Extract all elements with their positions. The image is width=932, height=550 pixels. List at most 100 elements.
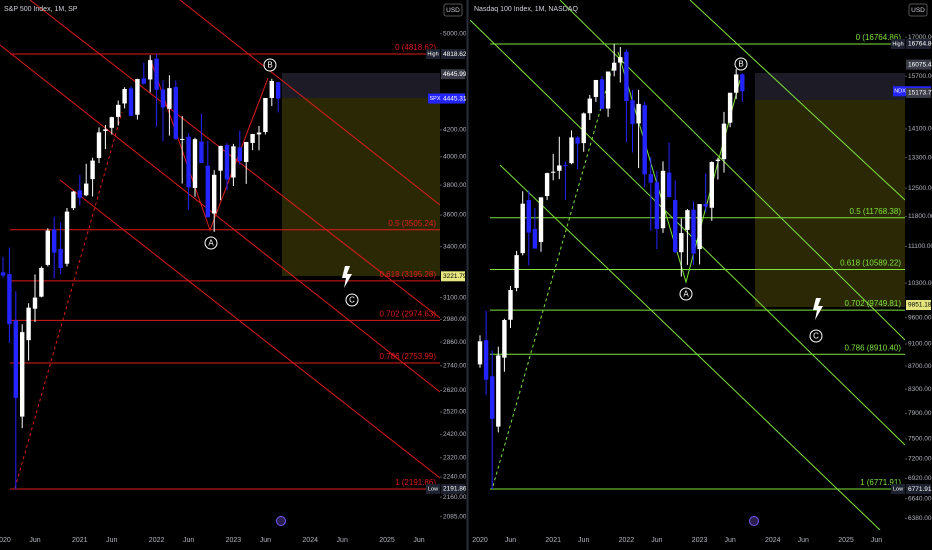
candle-body: [148, 60, 153, 80]
candle-body: [654, 182, 660, 229]
wave-marker: [345, 293, 359, 307]
candle-body: [612, 62, 617, 71]
currency-box: [443, 3, 463, 17]
candle-body: [727, 92, 733, 123]
x-tick-label: 2023: [226, 537, 242, 544]
y-tick-label: 10300.00: [908, 280, 932, 287]
candle-body: [587, 98, 592, 114]
candle-body: [599, 79, 605, 109]
x-tick-label: Jun: [29, 537, 40, 544]
wave-marker: [734, 57, 748, 71]
candle-body: [154, 58, 159, 90]
y-tick-label: 2980.00: [443, 316, 467, 323]
price-label: 4645.99: [443, 71, 467, 78]
fib-label: 0.5 (11768.38): [850, 207, 902, 216]
lightning-icon: [342, 266, 352, 288]
y-tick-label: 6920.00: [908, 475, 932, 482]
x-tick-label: 2024: [765, 537, 781, 544]
price-tag-box: [426, 483, 440, 494]
trend-dash: [492, 61, 615, 487]
candle-body: [709, 162, 714, 208]
candle-body: [103, 129, 108, 131]
price-label: 9851.18: [908, 302, 932, 309]
y-tick-label: 7200.00: [908, 456, 932, 463]
price-label: 2191.86: [443, 486, 467, 493]
fib-label: 0.702 (9749.81): [845, 299, 902, 308]
x-tick-label: 2023: [692, 537, 708, 544]
candle-body: [569, 137, 574, 164]
price-label-box: [441, 69, 465, 80]
y-tick-label: 15700.00: [908, 73, 932, 80]
channel-line: [0, 44, 441, 393]
x-tick-label: 2022: [149, 537, 165, 544]
candle-body: [205, 165, 210, 218]
candle-body: [96, 132, 102, 158]
y-tick-label: 2520.00: [443, 409, 467, 416]
y-tick-label: 12500.00: [908, 185, 932, 192]
target-zone: [282, 98, 440, 276]
candle-body: [551, 171, 556, 173]
x-tick-label: 2021: [545, 537, 561, 544]
stop-zone: [282, 73, 440, 98]
candle-body: [20, 332, 25, 417]
y-tick-label: 2620.00: [443, 387, 467, 394]
chart-panel: 0 (4818.62) 0.5 (3505.24) 0.618 (3195.28) 0…: [0, 0, 467, 544]
x-tick-label: Jun: [337, 537, 348, 544]
price-label: 16075.42: [908, 61, 932, 68]
price-tag-box: [891, 484, 905, 495]
y-tick-label: 3600.00: [443, 212, 467, 219]
x-tick-label: 2024: [302, 537, 318, 544]
candle-body: [122, 88, 127, 104]
price-label: 3221.79: [443, 273, 467, 280]
candle-body: [605, 71, 611, 109]
wave-marker: [679, 287, 693, 301]
candle-body: [685, 210, 690, 230]
candle-body: [734, 74, 739, 93]
currency-label: USD: [911, 7, 925, 14]
candle-body: [581, 113, 586, 144]
x-tick-label: 2025: [838, 537, 854, 544]
x-tick-label: Jun: [183, 537, 194, 544]
wave-marker: [809, 329, 823, 343]
price-tag: High: [427, 51, 438, 57]
x-tick-label: 2025: [379, 537, 395, 544]
price-tag: NDX: [894, 89, 906, 95]
fib-label: 0 (4818.62): [395, 43, 436, 52]
candle-body: [691, 209, 696, 254]
price-label-box: [441, 49, 465, 60]
candle-body: [256, 132, 262, 135]
candle-body: [660, 170, 666, 229]
candle-body: [199, 141, 204, 164]
candle-body: [250, 133, 255, 143]
fib-label: 0.786 (2753.99): [380, 352, 437, 361]
candle-body: [508, 290, 513, 320]
y-tick-label: 14100.00: [908, 126, 932, 133]
candle-body: [697, 204, 702, 250]
price-label: 4445.31: [443, 95, 467, 102]
y-tick-label: 2420.00: [443, 431, 467, 438]
y-tick-label: 8700.00: [908, 363, 932, 370]
price-label-box: [906, 59, 931, 70]
candle-body: [477, 341, 483, 365]
channel-line: [179, 0, 441, 206]
candle-body: [648, 174, 653, 183]
candle-body: [538, 197, 544, 243]
candle-body: [90, 160, 95, 180]
chart-title: S&P 500 Index, 1M, SP: [4, 6, 78, 13]
candle-body: [526, 200, 531, 233]
x-tick-label: Jun: [578, 537, 589, 544]
y-tick-label: 11800.00: [908, 213, 932, 220]
x-tick-label: Jun: [798, 537, 809, 544]
x-tick-label: 2020: [472, 537, 488, 544]
candle-body: [490, 376, 495, 419]
y-tick-label: 2860.00: [443, 339, 467, 346]
price-label: 15173.71: [908, 90, 932, 97]
wave-label: B: [738, 60, 743, 69]
x-tick-label: Jun: [871, 537, 882, 544]
price-label-box: [441, 483, 465, 494]
y-tick-label: 6640.00: [908, 495, 932, 502]
y-tick-label: 4200.00: [443, 127, 467, 134]
candle-body: [483, 340, 489, 380]
price-axis: [905, 0, 932, 550]
